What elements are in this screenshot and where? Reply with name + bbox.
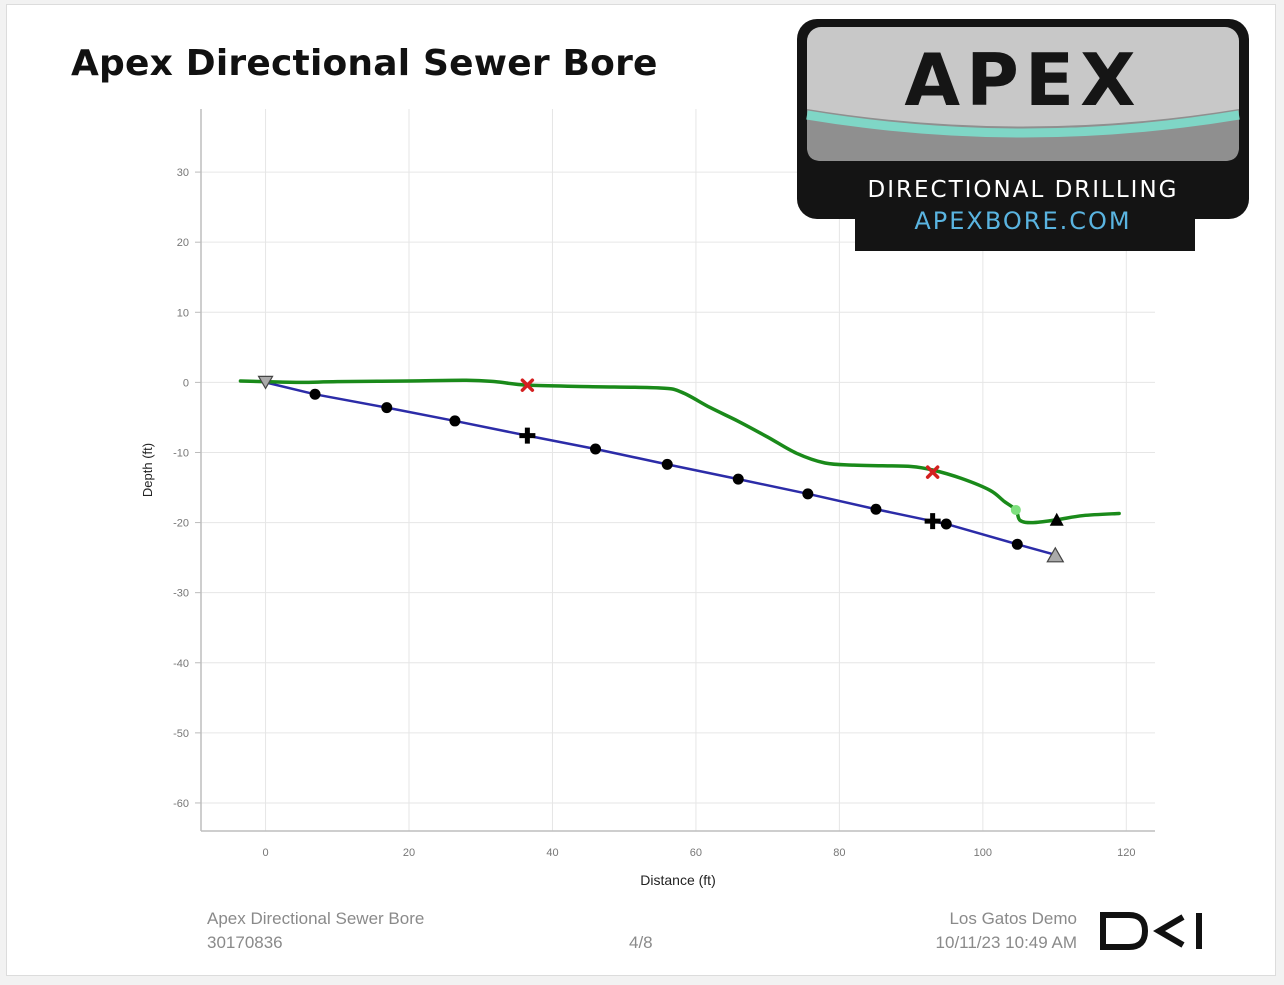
planned-point: [590, 443, 602, 455]
footer-job-id: 30170836: [207, 933, 283, 952]
footer-location: Los Gatos Demo: [949, 909, 1077, 928]
planned-point: [802, 488, 814, 500]
crossing-x-marker: [925, 465, 940, 479]
y-tick-label: -40: [173, 658, 189, 670]
page-title: Apex Directional Sewer Bore: [71, 43, 658, 84]
report-page: Apex Directional Sewer Bore 0 20 40 60 80 100…: [6, 4, 1276, 976]
y-tick-label: -60: [173, 798, 189, 810]
y-tick-label: 10: [177, 307, 189, 319]
apex-logo: APEX DIRECTIONAL DRILLING APEXBORE.COM: [797, 19, 1249, 251]
entry-marker: [257, 375, 274, 390]
x-tick-label: 0: [262, 847, 268, 859]
y-tick-label: 30: [177, 167, 189, 179]
x-tick-label: 120: [1117, 847, 1135, 859]
crossing-plus-marker: [924, 513, 941, 530]
chart-axes: [195, 109, 1155, 832]
planned-point: [449, 415, 461, 427]
planned-point: [309, 388, 321, 400]
y-tick-label: -10: [173, 447, 189, 459]
y-axis-label: Depth (ft): [140, 443, 155, 497]
footer-timestamp: 10/11/23 10:49 AM: [935, 933, 1077, 952]
crossing-x-marker: [520, 378, 535, 392]
x-tick-label: 80: [833, 847, 845, 859]
actual-end-marker: [1049, 512, 1064, 526]
planned-point: [732, 473, 744, 485]
svg-text:APEXBORE.COM: APEXBORE.COM: [914, 207, 1131, 235]
y-tick-label: -30: [173, 588, 189, 600]
svg-text:APEX: APEX: [904, 38, 1141, 122]
exit-marker: [1046, 546, 1065, 563]
planned-point: [661, 458, 673, 470]
x-axis-label: Distance (ft): [640, 872, 715, 888]
y-tick-label: 20: [177, 237, 189, 249]
dci-logo: [1100, 912, 1202, 950]
bore-profile-chart: 0 20 40 60 80 100 1203020100-10-20-30-40-50-60…: [140, 109, 1155, 888]
footer-job-name: Apex Directional Sewer Bore: [207, 909, 425, 928]
planned-point: [870, 503, 882, 515]
crossing-plus-marker: [519, 427, 536, 444]
x-tick-label: 100: [974, 847, 992, 859]
footer-page-number: 4/8: [629, 933, 653, 952]
actual-bore-line: [238, 378, 1121, 525]
chart-series: [238, 378, 1121, 557]
y-tick-label: 0: [183, 377, 189, 389]
chart-grid: [201, 109, 1155, 831]
x-tick-label: 20: [403, 847, 415, 859]
planned-point: [381, 402, 393, 414]
chart-markers: [257, 375, 1065, 563]
planned-point: [1011, 538, 1023, 550]
x-tick-label: 40: [546, 847, 558, 859]
x-tick-label: 60: [690, 847, 702, 859]
y-tick-label: -50: [173, 728, 189, 740]
planned-point: [940, 518, 952, 530]
actual-exit-dot: [1010, 504, 1021, 515]
svg-text:DIRECTIONAL DRILLING: DIRECTIONAL DRILLING: [868, 177, 1179, 203]
y-tick-label: -20: [173, 518, 189, 530]
